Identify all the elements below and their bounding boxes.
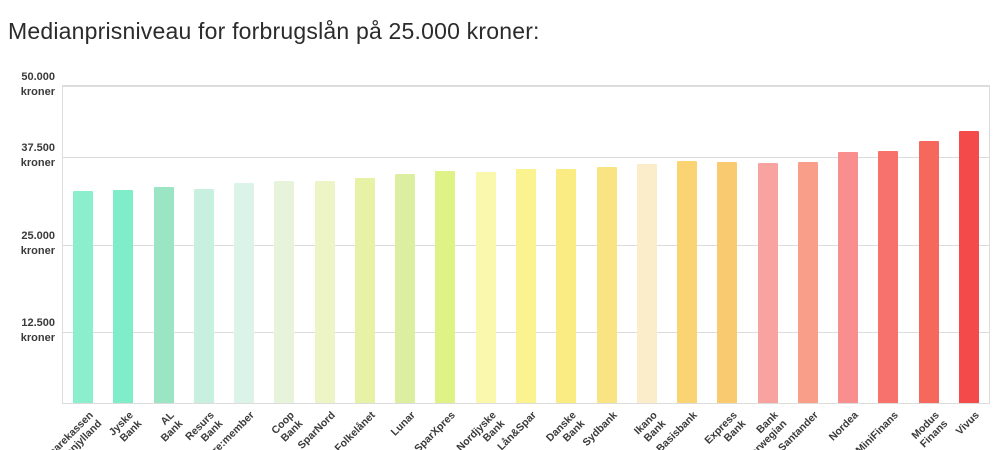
bar-bank-norwegian	[758, 163, 778, 403]
bar-re-member	[234, 183, 254, 403]
bar-express-bank	[717, 162, 737, 403]
bar-sparxpres	[435, 171, 455, 403]
bar-sydbank	[597, 167, 617, 403]
y-tick-label-37500: 37.500 kroner	[20, 142, 55, 170]
bar-resurs-bank	[194, 189, 214, 403]
bar-modus-finans	[919, 141, 939, 403]
bar-minifinans	[878, 151, 898, 403]
plot-area	[62, 85, 990, 404]
chart-title: Medianprisniveau for forbrugslån på 25.0…	[8, 18, 540, 44]
bar-lunar	[395, 174, 415, 403]
bar-al-bank	[154, 187, 174, 403]
bar-vivus	[959, 131, 979, 403]
bar-santander	[798, 162, 818, 403]
bar-ikano-bank	[637, 164, 657, 403]
y-tick-label-25000: 25.000 kroner	[20, 230, 55, 257]
x-tick-label-sparekassen-kronjylland: Sparekassen Kronjylland	[41, 409, 105, 450]
bar-sparnord	[315, 181, 335, 403]
bar-nordea	[838, 152, 858, 403]
bar-danske-bank	[556, 169, 576, 403]
bar-coop-bank	[274, 181, 294, 403]
gridline-50000	[63, 86, 989, 87]
bar-jyske-bank	[113, 190, 133, 403]
y-tick-label-50000: 50.000 kroner	[20, 71, 55, 98]
bar-basisbank	[677, 161, 697, 403]
gridline-37500	[63, 157, 989, 159]
bar-sparekassen-kronjylland	[73, 191, 93, 403]
y-tick-label-12500: 12.500 kroner	[20, 317, 55, 345]
bar-l-n-spar	[516, 169, 536, 403]
bar-nordjyske-bank	[476, 172, 496, 403]
bar-folkel-net	[355, 178, 375, 403]
